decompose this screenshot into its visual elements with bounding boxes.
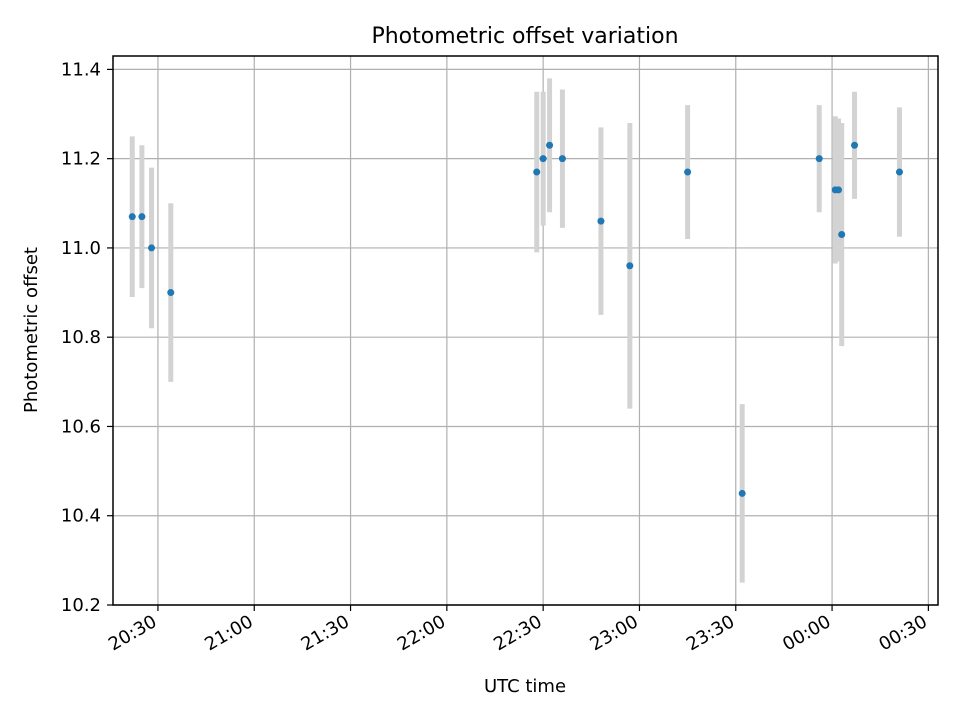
data-point: [128, 213, 136, 221]
plot-frame: [112, 55, 939, 606]
y-tick-label: 10.8: [61, 327, 101, 348]
data-point: [533, 168, 541, 176]
data-point: [167, 289, 175, 297]
data-point: [138, 213, 146, 221]
data-points: [128, 141, 903, 497]
data-point: [834, 186, 842, 194]
data-point: [539, 155, 547, 163]
data-point: [684, 168, 692, 176]
data-point: [597, 217, 605, 225]
y-tick-label: 10.4: [61, 506, 101, 527]
data-point: [626, 262, 634, 270]
data-point: [546, 141, 554, 149]
y-tick-label: 11.0: [61, 238, 101, 259]
data-point: [558, 155, 566, 163]
y-axis-label: Photometric offset: [21, 247, 42, 413]
y-tick-label: 11.4: [61, 59, 101, 80]
y-axis-ticks: 10.2 10.4 10.6 10.8 11.0 11.2 11.4: [61, 59, 113, 616]
data-point: [148, 244, 156, 252]
data-point: [738, 489, 746, 497]
plot-area: [113, 56, 938, 605]
y-tick-label: 10.6: [61, 416, 101, 437]
data-point: [851, 141, 859, 149]
chart-title: Photometric offset variation: [371, 24, 678, 49]
y-tick-label: 11.2: [61, 149, 101, 170]
x-axis-label: UTC time: [484, 676, 566, 697]
y-tick-label: 10.2: [61, 595, 101, 616]
data-point: [838, 231, 846, 239]
data-point: [815, 155, 823, 163]
data-point: [895, 168, 903, 176]
